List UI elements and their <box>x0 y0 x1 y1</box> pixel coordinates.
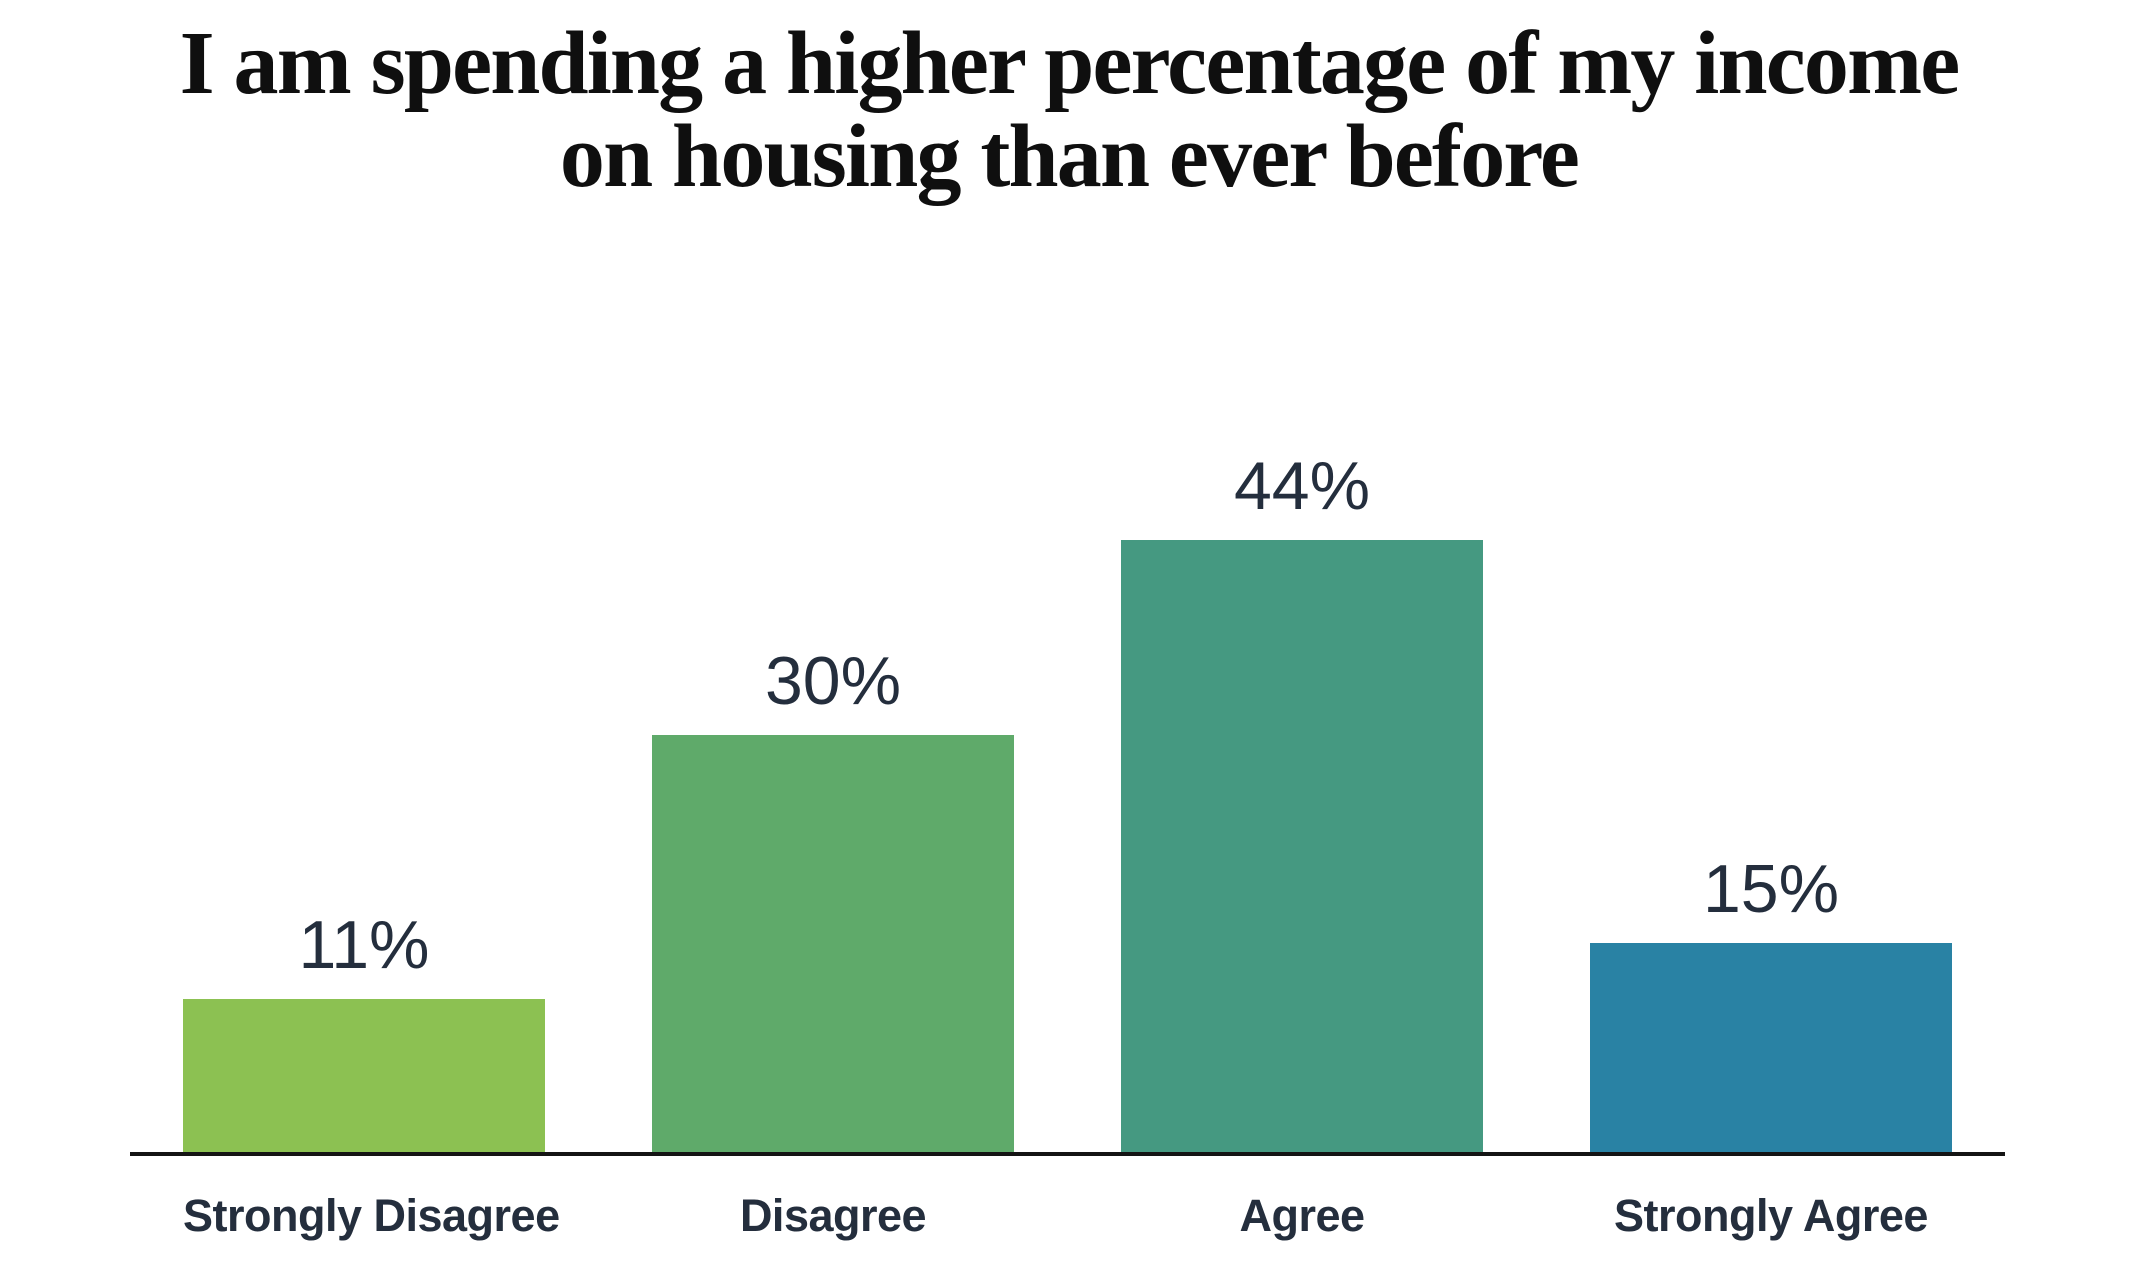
bar-agree <box>1121 540 1483 1152</box>
bar-strongly-agree <box>1590 943 1952 1152</box>
category-label-strongly-disagree: Strongly Disagree <box>183 1190 560 1241</box>
value-label-strongly-disagree: 11% <box>298 907 430 983</box>
bar-disagree <box>652 735 1014 1152</box>
category-label-strongly-agree: Strongly Agree <box>1614 1190 1928 1241</box>
plot-area: 11% Strongly Disagree 30% Disagree 44% Agree 1… <box>130 0 2005 1241</box>
category-label-agree: Agree <box>1239 1190 1365 1241</box>
value-label-agree: 44% <box>1233 448 1371 524</box>
bar-strongly-disagree <box>183 999 545 1152</box>
chart-title-line-1: I am spending a higher percentage of my … <box>179 14 1961 113</box>
chart-title-line-2: on housing than ever before <box>559 106 1580 206</box>
chart-title: I am spending a higher percentage of my … <box>0 14 2138 206</box>
value-label-disagree: 30% <box>764 643 902 719</box>
value-label-strongly-agree: 15% <box>1702 851 1840 927</box>
category-label-disagree: Disagree <box>739 1190 927 1241</box>
